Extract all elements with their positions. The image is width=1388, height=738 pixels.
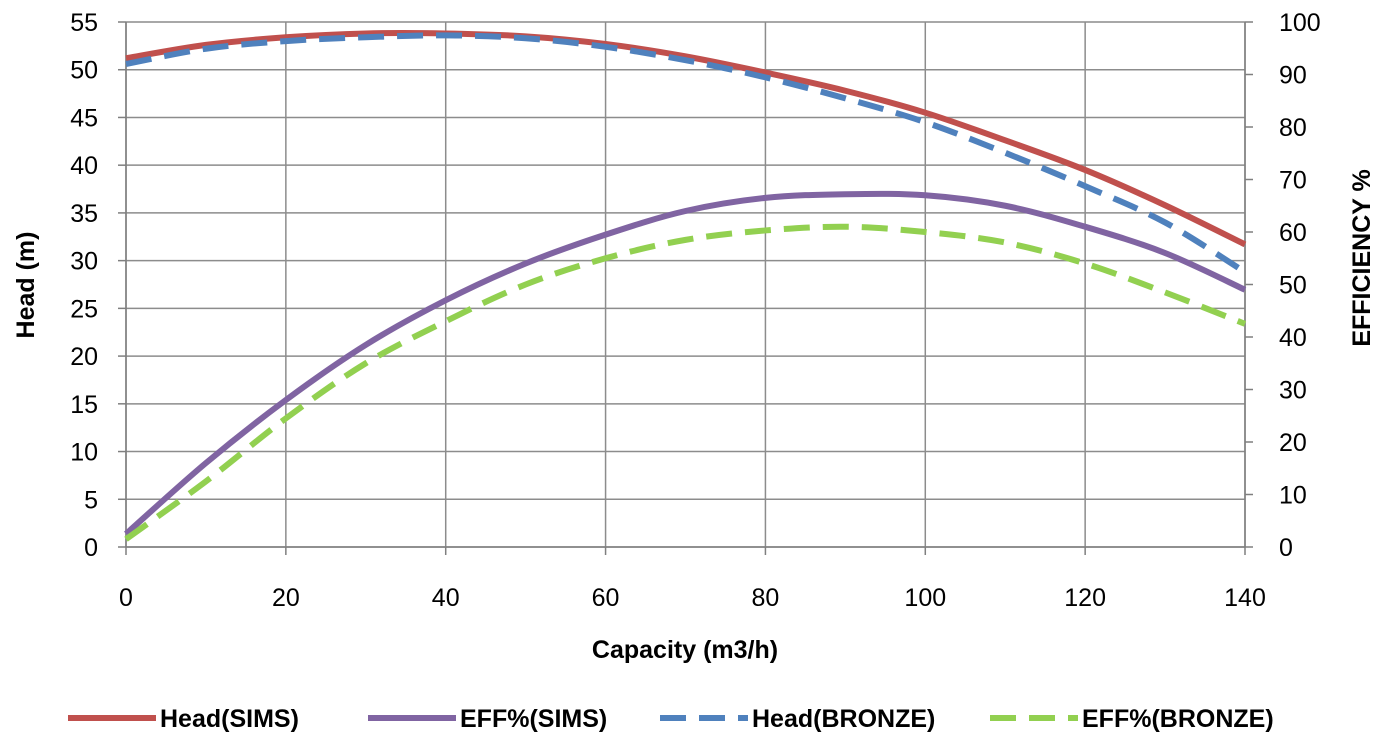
y-right-tick-label: 20 — [1279, 429, 1307, 457]
y-left-tick-label: 55 — [70, 9, 98, 37]
x-tick-label: 120 — [1064, 584, 1106, 612]
y-left-tick-label: 40 — [70, 152, 98, 180]
x-tick-label: 0 — [119, 584, 133, 612]
y-left-tick-label: 45 — [70, 104, 98, 132]
y-right-tick-label: 10 — [1279, 482, 1307, 510]
y-left-axis-title: Head (m) — [12, 232, 40, 339]
series-line-eff-sims — [124, 190, 1247, 537]
y-right-tick-labels: 0 10 20 30 40 50 60 70 80 90 100 — [1279, 9, 1321, 562]
legend-label-head-sims: Head(SIMS) — [160, 705, 299, 733]
y-right-tick-label: 90 — [1279, 62, 1307, 90]
series-line-head-sims — [125, 30, 1247, 248]
y-left-tick-label: 10 — [70, 439, 98, 467]
y-left-tick-labels: 0 5 10 15 20 25 30 35 40 45 50 55 — [70, 9, 98, 562]
x-tick-label: 100 — [904, 584, 946, 612]
x-tick-label: 20 — [272, 584, 300, 612]
y-left-tick-label: 5 — [84, 486, 98, 514]
grid-horizontal-lines — [126, 21, 1245, 548]
y-right-tick-label: 80 — [1279, 114, 1307, 142]
y-left-tick-label: 30 — [70, 248, 98, 276]
y-left-tick-label: 20 — [70, 343, 98, 371]
y-left-tick-label: 50 — [70, 57, 98, 85]
series-layer — [124, 30, 1247, 542]
x-tick-label: 140 — [1224, 584, 1266, 612]
legend-label-head-bronze: Head(BRONZE) — [752, 705, 935, 733]
y-left-tick-label: 25 — [70, 295, 98, 323]
y-left-tick-label: 15 — [70, 391, 98, 419]
y-right-axis-title: EFFICIENCY % — [1348, 169, 1376, 346]
y-right-tick-label: 100 — [1279, 9, 1321, 37]
x-tick-label: 40 — [432, 584, 460, 612]
y-right-tick-label: 0 — [1279, 534, 1293, 562]
legend-label-eff-sims: EFF%(SIMS) — [460, 705, 607, 733]
series-line-eff-bronze — [124, 223, 1247, 542]
y-left-tick-label: 0 — [84, 534, 98, 562]
y-right-tick-label: 40 — [1279, 324, 1307, 352]
x-tick-label: 60 — [592, 584, 620, 612]
legend: Head(SIMS) EFF%(SIMS) Head(BRONZE) EFF%(BRO… — [68, 705, 1274, 733]
y-left-tick-label: 35 — [70, 200, 98, 228]
grid-vertical-lines — [125, 22, 1246, 547]
legend-label-eff-bronze: EFF%(BRONZE) — [1082, 705, 1274, 733]
x-axis-title: Capacity (m3/h) — [592, 636, 778, 664]
series-line-head-bronze — [125, 32, 1247, 275]
x-tick-labels: 0 20 40 60 80 100 120 140 — [119, 584, 1266, 612]
tick-marks — [118, 21, 1253, 555]
x-tick-label: 80 — [752, 584, 780, 612]
y-right-tick-label: 60 — [1279, 219, 1307, 247]
y-right-tick-label: 30 — [1279, 377, 1307, 405]
y-right-tick-label: 50 — [1279, 272, 1307, 300]
y-right-tick-label: 70 — [1279, 167, 1307, 195]
